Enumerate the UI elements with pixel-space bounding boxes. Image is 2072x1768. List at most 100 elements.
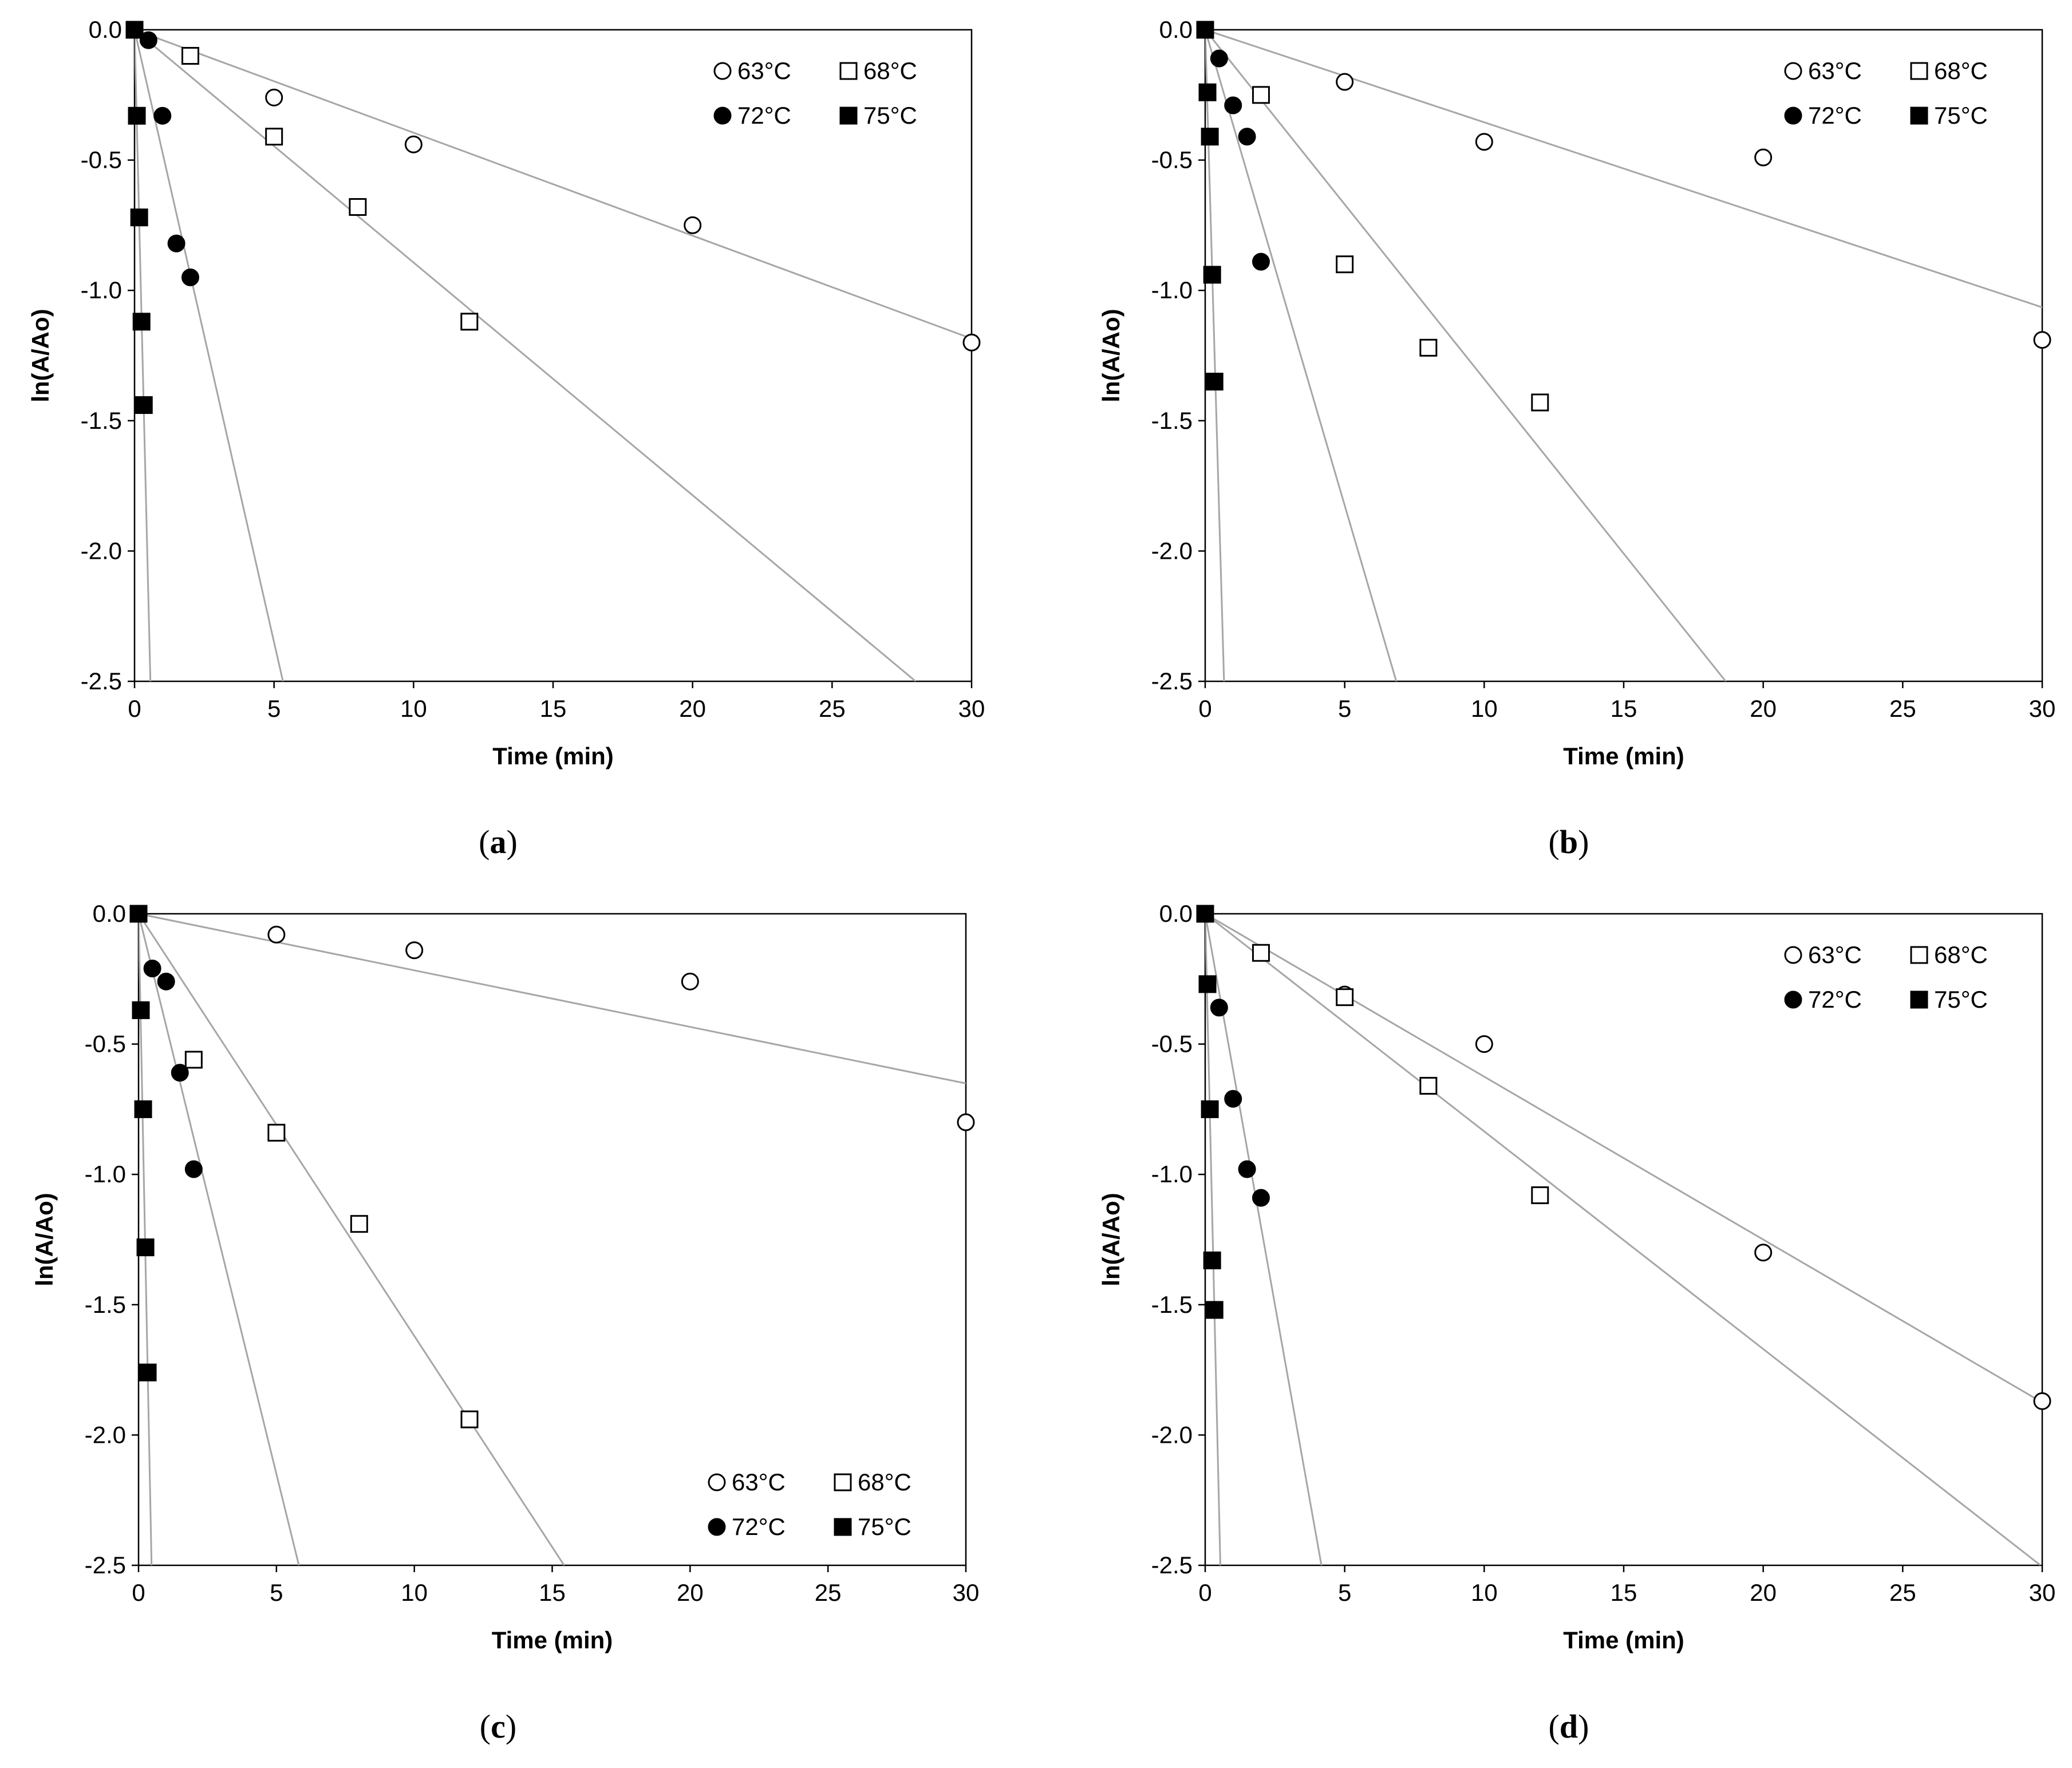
x-tick-label: 15: [1611, 695, 1637, 722]
data-point: [1224, 1090, 1242, 1108]
fit-line-75-c: [1205, 914, 1221, 1565]
data-point: [957, 1113, 975, 1131]
data-point: [1205, 373, 1224, 391]
x-tick-label: 10: [1471, 1579, 1498, 1606]
y-tick-label: 0.0: [89, 16, 122, 43]
legend-label: 75°C: [858, 1513, 911, 1540]
y-tick-label: 0.0: [93, 900, 126, 927]
panel-caption: (b): [1549, 823, 1589, 861]
x-axis-label: Time (min): [1563, 743, 1684, 769]
legend-marker: [834, 1518, 852, 1536]
data-point: [1252, 86, 1270, 104]
data-point: [2033, 1392, 2051, 1410]
legend-marker: [1910, 990, 1928, 1009]
data-point: [135, 396, 153, 414]
chart-panel-c: 0.0 -0.5 -1.0 -1.5 -2.0 -2.50 5 10 15 20 25 30 Time …: [31, 900, 979, 1653]
x-tick-label: 15: [1611, 1579, 1637, 1606]
x-tick-label: 30: [2029, 1579, 2056, 1606]
plot-frame: [1204, 29, 2043, 682]
x-tick-label: 20: [1750, 1579, 1777, 1606]
x-tick-label: 0: [128, 695, 141, 722]
chart-panel-a: 0.0 -0.5 -1.0 -1.5 -2.0 -2.50 5 10 15 20 25 30 Time …: [27, 16, 985, 769]
legend-label: 72°C: [1808, 986, 1862, 1013]
legend-label: 72°C: [737, 102, 791, 129]
data-point: [1531, 1186, 1549, 1205]
data-point: [1336, 255, 1354, 274]
fit-line-72-c: [1205, 30, 1398, 681]
legend-marker: [713, 106, 732, 125]
legend-marker: [1784, 990, 1802, 1009]
legend-item-68-c: 68°C: [1910, 941, 1988, 968]
y-tick-label: -1.0: [85, 1161, 126, 1187]
data-point: [350, 1215, 368, 1233]
data-point: [1210, 49, 1228, 68]
y-tick-label: -2.0: [1151, 537, 1193, 564]
legend-label: 72°C: [1808, 102, 1862, 129]
y-axis-label: ln(A/Ao): [31, 1193, 58, 1286]
fit-line-63-c: [139, 914, 966, 1084]
legend-label: 63°C: [732, 1469, 786, 1495]
legend: 63°C 68°C 72°C 75°C: [1784, 941, 1988, 1013]
y-tick-label: -2.5: [81, 668, 122, 694]
data-point: [157, 972, 175, 990]
legend-item-72-c: 72°C: [713, 102, 791, 129]
fit-line-68-c: [1205, 914, 2042, 1565]
x-tick-label: 10: [401, 1579, 428, 1606]
y-tick-label: -1.5: [1151, 1291, 1193, 1318]
legend-marker: [1784, 946, 1802, 964]
data-point: [139, 31, 157, 49]
panel-caption: (a): [479, 823, 518, 861]
legend: 63°C 68°C 72°C 75°C: [1784, 57, 1988, 129]
data-point: [132, 313, 151, 331]
data-point: [349, 198, 367, 216]
data-point: [171, 1064, 189, 1082]
data-point: [1201, 1100, 1219, 1118]
data-point: [1419, 1076, 1438, 1095]
panel-caption-letter: a: [490, 823, 507, 861]
x-tick-label: 0: [132, 1579, 145, 1606]
data-point: [1203, 1251, 1221, 1269]
fit-line-72-c: [1205, 914, 1323, 1565]
data-point: [136, 1238, 155, 1257]
x-tick-label: 0: [1198, 1579, 1211, 1606]
y-tick-label: -1.5: [1151, 407, 1193, 434]
data-point: [405, 941, 424, 960]
panel-caption-letter: d: [1560, 1708, 1578, 1745]
data-point: [1252, 1189, 1270, 1207]
legend-label: 68°C: [858, 1469, 911, 1495]
y-tick-label: 0.0: [1159, 900, 1193, 927]
legend-item-75-c: 75°C: [839, 102, 917, 129]
legend-item-63-c: 63°C: [1784, 941, 1862, 968]
legend-label: 68°C: [863, 57, 917, 84]
data-point: [1196, 21, 1214, 39]
x-tick-label: 5: [1338, 695, 1351, 722]
fit-line-68-c: [135, 30, 917, 681]
x-axis-label: Time (min): [492, 743, 614, 769]
data-point: [404, 135, 423, 153]
panel-caption: (c): [480, 1708, 516, 1745]
y-axis-label: ln(A/Ao): [27, 309, 54, 402]
legend-label: 63°C: [1808, 57, 1862, 84]
legend-item-72-c: 72°C: [708, 1513, 786, 1540]
y-tick-label: -0.5: [81, 147, 122, 173]
legend-item-75-c: 75°C: [1910, 986, 1988, 1013]
legend-label: 75°C: [863, 102, 917, 129]
series-75-c: [125, 21, 153, 414]
y-tick-label: -1.0: [1151, 1161, 1193, 1187]
data-point: [181, 268, 199, 286]
x-axis-label: Time (min): [1563, 1627, 1684, 1653]
data-point: [139, 1363, 157, 1382]
y-tick-label: -1.0: [81, 277, 122, 303]
legend-label: 63°C: [1808, 941, 1862, 968]
x-tick-label: 25: [819, 695, 846, 722]
x-tick-label: 20: [677, 1579, 704, 1606]
legend-marker: [708, 1473, 726, 1491]
x-tick-label: 10: [400, 695, 427, 722]
fit-line-72-c: [135, 30, 284, 681]
legend-marker: [839, 106, 858, 125]
y-tick-label: -2.5: [1151, 1552, 1193, 1578]
fit-line-68-c: [139, 914, 565, 1565]
data-point: [265, 128, 283, 146]
data-point: [1475, 1035, 1493, 1053]
